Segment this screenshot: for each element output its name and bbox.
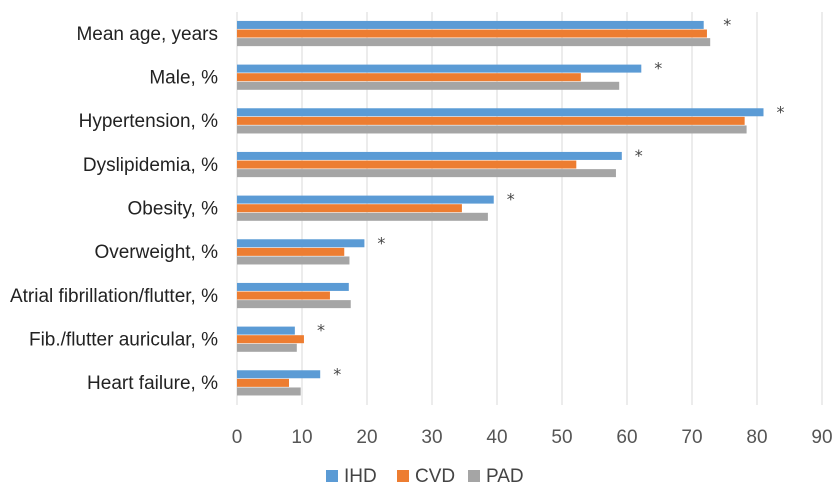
bars [237, 20, 764, 396]
significance-marker-2: * [777, 102, 785, 121]
category-label-2: Hypertension, % [79, 111, 219, 132]
significance-marker-5: * [377, 233, 385, 252]
category-label-0: Mean age, years [76, 24, 218, 45]
significance-marker-7: * [317, 321, 325, 340]
bar-cvd-7 [237, 335, 304, 344]
category-label-8: Heart failure, % [87, 373, 218, 394]
category-label-1: Male, % [149, 68, 218, 89]
significance-marker-0: * [723, 15, 731, 34]
significance-marker-3: * [635, 146, 643, 165]
bar-pad-7 [237, 343, 297, 352]
x-tick-label-70: 70 [681, 427, 702, 448]
bar-cvd-6 [237, 291, 330, 300]
legend-label-cvd: CVD [415, 466, 455, 487]
bar-cvd-4 [237, 204, 462, 213]
legend-swatch-ihd [326, 470, 338, 482]
bar-ihd-4 [237, 195, 494, 204]
legend-label-ihd: IHD [344, 466, 377, 487]
x-tick-label-10: 10 [291, 427, 312, 448]
x-tick-label-30: 30 [421, 427, 442, 448]
x-tick-label-50: 50 [551, 427, 572, 448]
x-tick-label-40: 40 [486, 427, 507, 448]
bar-ihd-7 [237, 326, 295, 335]
legend: IHD CVD PAD [326, 466, 524, 487]
bar-pad-2 [237, 125, 747, 134]
x-tick-label-80: 80 [746, 427, 767, 448]
category-label-5: Overweight, % [94, 242, 218, 263]
x-axis-tick-labels: 0 10 20 30 40 50 60 70 80 90 [232, 427, 833, 448]
bar-pad-3 [237, 169, 616, 178]
significance-markers: * * * * * * * * [317, 15, 785, 383]
bar-pad-0 [237, 38, 711, 47]
legend-label-pad: PAD [486, 466, 524, 487]
bar-ihd-1 [237, 64, 642, 73]
bar-ihd-6 [237, 282, 349, 291]
category-label-4: Obesity, % [128, 199, 219, 220]
bar-cvd-0 [237, 29, 707, 38]
x-tick-label-20: 20 [356, 427, 377, 448]
significance-marker-1: * [654, 59, 662, 78]
bar-ihd-3 [237, 151, 622, 160]
bar-cvd-8 [237, 378, 289, 387]
legend-swatch-cvd [397, 470, 409, 482]
category-label-3: Dyslipidemia, % [83, 155, 218, 176]
bar-cvd-2 [237, 116, 745, 125]
significance-marker-8: * [333, 364, 341, 383]
bar-pad-5 [237, 256, 350, 265]
bar-pad-6 [237, 300, 351, 309]
bar-pad-4 [237, 212, 488, 221]
legend-swatch-pad [468, 470, 480, 482]
category-label-7: Fib./flutter auricular, % [29, 330, 218, 351]
bar-pad-1 [237, 81, 620, 90]
bar-cvd-3 [237, 160, 577, 169]
significance-marker-4: * [507, 190, 515, 209]
bar-ihd-8 [237, 370, 321, 379]
bar-ihd-5 [237, 239, 365, 248]
bar-ihd-2 [237, 108, 764, 117]
x-tick-label-90: 90 [811, 427, 832, 448]
bar-ihd-0 [237, 20, 704, 29]
x-tick-label-60: 60 [616, 427, 637, 448]
category-labels: Mean age, years Male, % Hypertension, % Dys… [10, 24, 218, 394]
category-label-6: Atrial fibrillation/flutter, % [10, 286, 218, 307]
bar-cvd-1 [237, 73, 581, 82]
bar-cvd-5 [237, 247, 345, 256]
x-tick-label-0: 0 [232, 427, 243, 448]
bar-pad-8 [237, 387, 301, 396]
